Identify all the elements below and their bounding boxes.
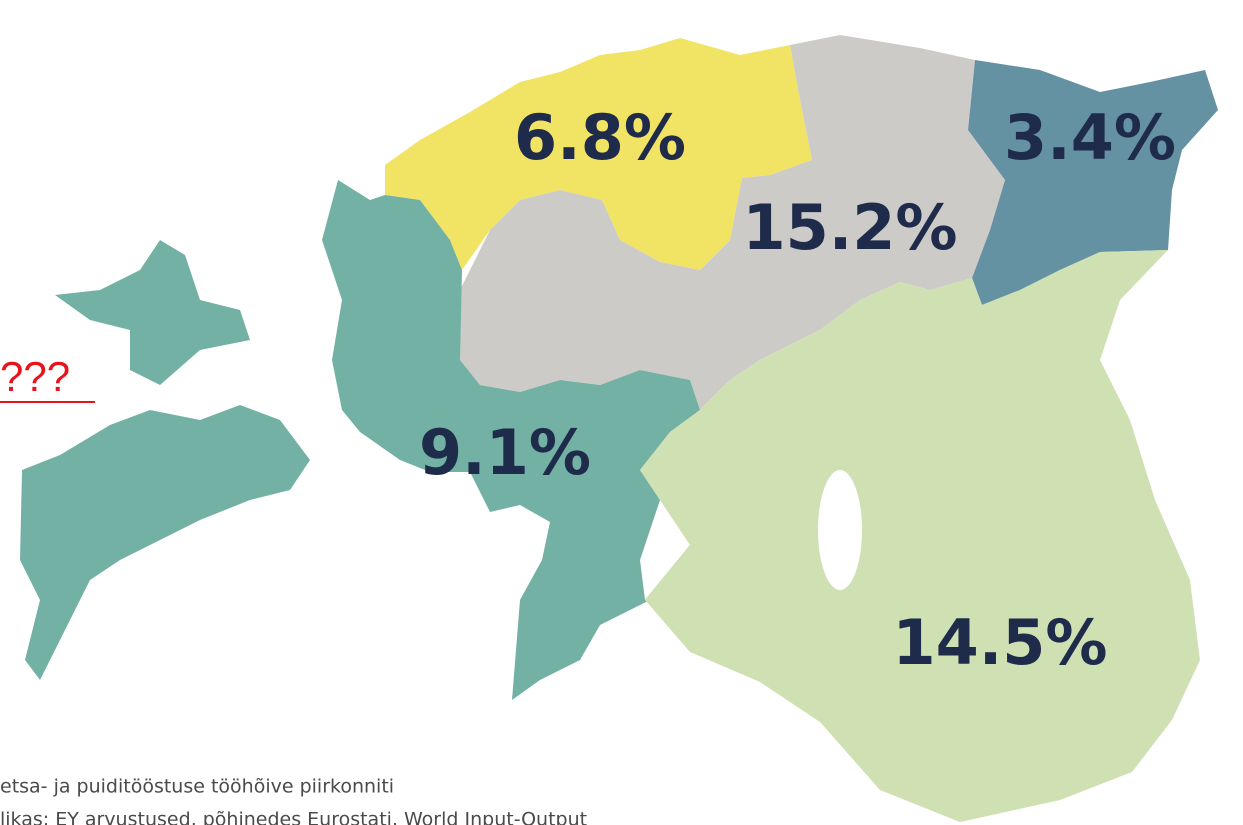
region-shape (460, 35, 1005, 410)
region-shape (55, 240, 250, 385)
region (20, 180, 700, 700)
region-shape (640, 250, 1200, 822)
region-shape (20, 405, 310, 680)
regions (20, 35, 1218, 822)
caption-line: likas: EY arvustused, põhinedes Eurostat… (0, 809, 587, 825)
region-label: 15.2% (742, 191, 957, 264)
region-shape (385, 38, 812, 270)
region (968, 60, 1218, 305)
region-label: 14.5% (892, 606, 1107, 679)
region-labels: 6.8% 15.2% 3.4% 9.1% 14.5% (419, 101, 1176, 679)
region-label: 3.4% (1004, 101, 1176, 174)
region (640, 250, 1200, 822)
region (460, 35, 1005, 410)
region-shape (968, 60, 1218, 305)
region-shape (322, 180, 700, 700)
region (385, 38, 812, 270)
caption-line: etsa- ja puiditööstuse tööhõive piirkonn… (0, 776, 394, 798)
lake (818, 470, 862, 590)
region-label: 6.8% (514, 101, 686, 174)
link[interactable]: ??? (0, 353, 70, 400)
region-label: 9.1% (419, 416, 591, 489)
